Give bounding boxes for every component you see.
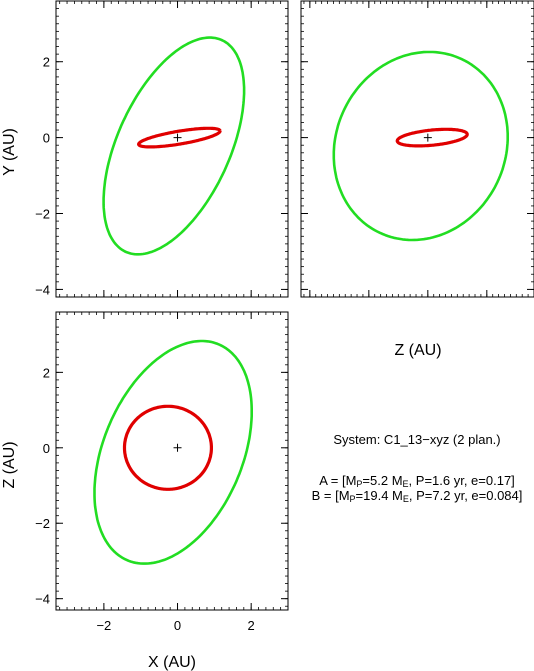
- chart-bottom-left-y-tick-label: −4: [35, 592, 50, 607]
- chart-top-left-y-tick-label: −4: [35, 282, 50, 297]
- chart-top-left-center-marker: [173, 133, 182, 142]
- chart-bottom-left-y-tick-label: 0: [43, 441, 50, 456]
- chart-top-left-y-tick-label: 2: [43, 55, 50, 70]
- chart-top-left-y-tick-label: 0: [43, 131, 50, 146]
- chart-bottom-left-y-axis-label: Z (AU): [1, 441, 18, 488]
- chart-top-right: Z (AU): [300, 0, 534, 359]
- chart-top-left: −4 −2 0 2 Y (AU): [1, 0, 289, 298]
- chart-bottom-left-x-tick-label: 0: [174, 618, 181, 633]
- chart-bottom-left-x-tick-label: −2: [96, 618, 111, 633]
- planet-a-info: A = [MP=5.2 ME, P=1.6 yr, e=0.17]: [319, 473, 515, 489]
- chart-top-right-center-marker: [423, 133, 432, 142]
- chart-bottom-left: −2 0 2 −4 −2 0 2 X (AU) Z (AU): [1, 311, 289, 671]
- chart-bottom-left-y-tick-label: −2: [35, 516, 50, 531]
- chart-bottom-left-y-tick-label: 2: [43, 365, 50, 380]
- chart-top-left-orbit-b: [102, 36, 246, 256]
- chart-bottom-left-x-tick-label: 2: [248, 618, 255, 633]
- chart-top-left-y-axis-label: Y (AU): [1, 128, 18, 176]
- chart-bottom-left-frame: [55, 311, 289, 611]
- chart-bottom-left-x-axis-label: X (AU): [148, 654, 196, 671]
- chart-top-left-y-tick-label: −2: [35, 207, 50, 222]
- system-label: System: C1_13−xyz (2 plan.): [333, 432, 501, 447]
- chart-bottom-left-center-marker: [173, 443, 182, 452]
- chart-top-right-orbit-a: [395, 127, 469, 148]
- chart-top-left-orbit-a: [137, 126, 222, 149]
- chart-top-right-orbit-b: [332, 50, 510, 242]
- chart-bottom-left-orbit-b: [93, 339, 253, 565]
- chart-bottom-left-orbit-a: [122, 404, 213, 491]
- chart-top-right-frame: [300, 0, 534, 298]
- chart-top-left-frame: [55, 0, 289, 298]
- planet-b-info: B = [MP=19.4 ME, P=7.2 yr, e=0.084]: [311, 488, 523, 504]
- chart-top-right-x-axis-label: Z (AU): [394, 342, 441, 359]
